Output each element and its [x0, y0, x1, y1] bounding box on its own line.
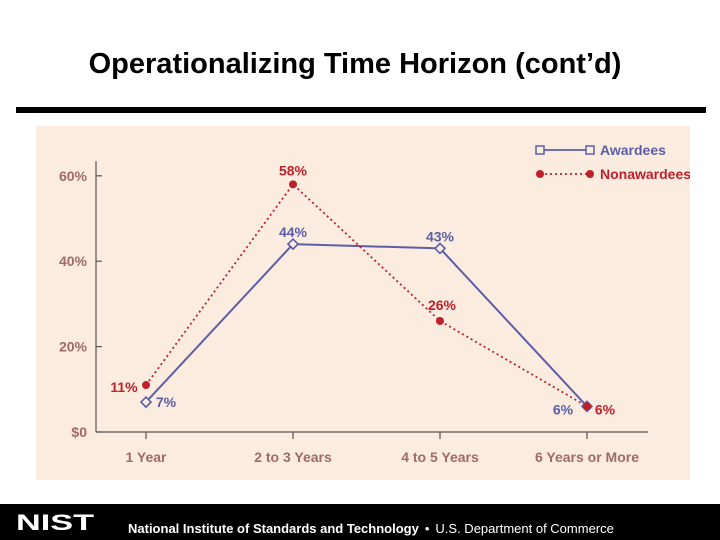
y-tick-label: 60% [59, 168, 88, 184]
awardees-point [286, 237, 300, 251]
footer-dept-name: U.S. Department of Commerce [435, 521, 614, 536]
y-tick-label: 40% [59, 253, 88, 269]
y-tick-label: $0 [71, 424, 87, 440]
footer-text: National Institute of Standards and Tech… [128, 521, 614, 536]
data-label-nonawardees: 11% [110, 379, 138, 395]
data-label-awardees: 7% [156, 394, 177, 410]
legend-label-nonawardees: Nonawardees [600, 166, 690, 182]
nist-logo-text: NIST [16, 510, 95, 534]
awardees-point [433, 242, 447, 255]
nonawardees-point [436, 316, 444, 325]
x-tick-label: 1 Year [125, 449, 167, 465]
chart-panel: $0 20% 40% 60% 1 Year 2 to 3 Years 4 to 5 Year… [36, 126, 690, 480]
awardees-point [139, 395, 153, 409]
legend-marker-awardees [535, 145, 545, 155]
legend-marker-nonawardees [536, 170, 544, 178]
x-tick-label: 6 Years or More [535, 449, 639, 465]
data-label-awardees: 43% [426, 228, 455, 244]
x-tick-label: 2 to 3 Years [254, 449, 332, 465]
line-chart: $0 20% 40% 60% 1 Year 2 to 3 Years 4 to 5 Year… [59, 142, 690, 465]
nonawardees-point [142, 381, 150, 390]
data-label-awardees: 44% [279, 224, 308, 240]
data-label-nonawardees: 26% [428, 297, 457, 313]
nonawardees-point [289, 180, 297, 189]
title-divider [16, 107, 706, 113]
slide-title: Operationalizing Time Horizon (cont’d) [88, 48, 622, 80]
nonawardees-point [583, 402, 591, 411]
footer-org-name: National Institute of Standards and Tech… [128, 521, 419, 536]
data-label-awardees: 6% [553, 401, 574, 417]
legend-marker-awardees [585, 145, 595, 155]
legend-marker-nonawardees [586, 170, 594, 178]
y-tick-label: 20% [59, 339, 88, 355]
footer-separator: • [424, 521, 430, 536]
data-label-nonawardees: 6% [595, 401, 616, 417]
x-tick-label: 4 to 5 Years [401, 449, 479, 465]
legend-label-awardees: Awardees [600, 142, 666, 158]
data-label-nonawardees: 58% [279, 162, 308, 178]
nist-logo: NIST [16, 510, 95, 534]
series-line-nonawardees [145, 182, 588, 408]
series-line-awardees [145, 243, 588, 408]
footer-bar: NIST National Institute of Standards and… [0, 504, 720, 540]
